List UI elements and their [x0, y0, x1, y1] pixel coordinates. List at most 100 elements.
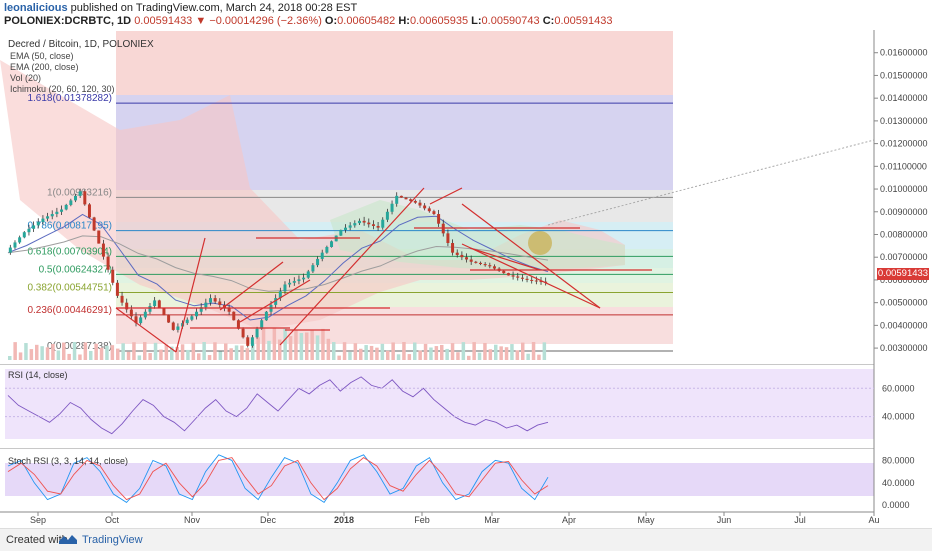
volume-bars	[8, 328, 547, 360]
chart-canvas: 1.618(0.01378282)1(0.00963216)0.786(0.00…	[0, 30, 928, 525]
legend-line: EMA (200, close)	[10, 62, 79, 72]
stoch-tick-label: 0.0000	[882, 500, 910, 510]
volume-bar	[197, 353, 201, 360]
candle-body	[432, 211, 436, 215]
candle-body	[306, 271, 310, 278]
candle-body	[520, 277, 524, 279]
volume-bar	[429, 347, 433, 360]
stoch-tick-label: 40.0000	[882, 478, 915, 488]
fib-label: 0.236(0.00446291)	[27, 305, 112, 316]
volume-bar	[396, 354, 401, 360]
candle-body	[404, 197, 408, 200]
volume-bar	[261, 328, 266, 360]
fib-label: 0.786(0.00817195)	[27, 221, 112, 232]
published-text: published on TradingView.com, March 24, …	[70, 2, 358, 14]
time-axis[interactable]: Sep Oct Nov Dec 2018 Feb Mar Apr May Jun Jul Au	[30, 512, 880, 525]
volume-bar	[153, 342, 158, 360]
trendlines	[115, 139, 875, 353]
author-link[interactable]: leonalicious	[4, 2, 68, 14]
candle-body	[395, 195, 399, 204]
stoch-d-line	[7, 457, 549, 501]
candle-body	[469, 259, 473, 262]
candle-body	[232, 311, 236, 321]
legend-line: Ichimoku (20, 60, 120, 30)	[10, 84, 115, 94]
volume-bar	[218, 351, 223, 360]
volume-bar	[180, 344, 185, 360]
rsi-line	[7, 376, 549, 435]
candle-body	[344, 227, 347, 230]
stoch-tick-label: 80.0000	[882, 455, 915, 465]
volume-bar	[418, 350, 422, 360]
candle-body	[199, 307, 203, 312]
fib-label: 1.618(0.01378282)	[27, 93, 112, 104]
fib-zone-ext	[116, 31, 673, 95]
volume-bar	[234, 345, 239, 360]
volume-bar	[256, 337, 260, 360]
volume-bar	[89, 350, 93, 360]
volume-bar	[515, 350, 520, 360]
time-tick-label: Mar	[484, 515, 500, 525]
last-price-label: 0.00591433	[877, 268, 929, 280]
main-pane	[0, 31, 673, 344]
close-value: 0.00591433	[554, 15, 613, 27]
trendline	[429, 187, 463, 205]
time-tick-label: Au	[868, 515, 879, 525]
candle-body	[460, 254, 464, 258]
volume-bar	[348, 352, 352, 360]
volume-bar	[531, 342, 536, 360]
created-with-text: Created with	[6, 534, 68, 546]
rsi-pane	[7, 376, 549, 435]
candle-body	[87, 204, 91, 218]
volume-bar	[18, 352, 23, 360]
volume-bar	[488, 349, 493, 360]
rsi-tick-label: 60.0000	[882, 383, 915, 393]
down-arrow-icon: ▼	[195, 15, 207, 27]
volume-bar	[380, 343, 385, 360]
volume-bar	[391, 342, 395, 360]
legend-title: Decred / Bitcoin, 1D, POLONIEX	[8, 39, 154, 50]
volume-bar	[175, 346, 179, 360]
candle-body	[506, 273, 510, 276]
candle-body	[511, 275, 515, 277]
volume-bar	[186, 349, 190, 360]
candle-body	[185, 319, 189, 324]
candle-body	[46, 216, 50, 219]
candle-body	[292, 281, 296, 283]
candle-body	[330, 241, 334, 247]
candle-body	[534, 280, 538, 282]
volume-bar	[283, 328, 287, 360]
volume-bar	[110, 345, 115, 360]
tradingview-logo-icon	[59, 535, 77, 544]
candle-body	[69, 200, 73, 205]
candle-body	[357, 220, 361, 224]
volume-bar	[267, 340, 271, 360]
legend-line: EMA (50, close)	[10, 51, 74, 61]
candle-body	[339, 229, 343, 236]
time-tick-label: 2018	[334, 515, 354, 525]
candle-body	[255, 328, 259, 338]
volume-bar	[51, 343, 55, 360]
volume-bar	[364, 345, 368, 360]
brand-link[interactable]: TradingView	[82, 534, 143, 546]
candle-body	[530, 279, 534, 281]
candle-body	[483, 264, 487, 266]
stoch-band	[5, 463, 874, 496]
stoch-axis: 80.0000 40.0000 0.0000	[882, 455, 915, 510]
candle-body	[218, 301, 222, 305]
volume-bar	[159, 349, 163, 360]
candle-body	[362, 220, 366, 223]
fib-label: 0.382(0.00544751)	[27, 282, 112, 293]
volume-bar	[202, 342, 206, 360]
price-tick-label: 0.01400000	[880, 93, 928, 103]
price-tick-label: 0.01200000	[880, 139, 928, 149]
candle-body	[92, 217, 96, 231]
volume-bar	[461, 342, 466, 360]
candle-body	[18, 237, 22, 243]
time-tick-label: Oct	[105, 515, 120, 525]
time-tick-label: Jun	[717, 515, 732, 525]
price-tick-label: 0.00800000	[880, 229, 928, 239]
volume-bar	[386, 350, 390, 360]
candle-body	[204, 302, 208, 308]
last-price: 0.00591433	[134, 15, 193, 27]
candle-body	[525, 278, 529, 280]
